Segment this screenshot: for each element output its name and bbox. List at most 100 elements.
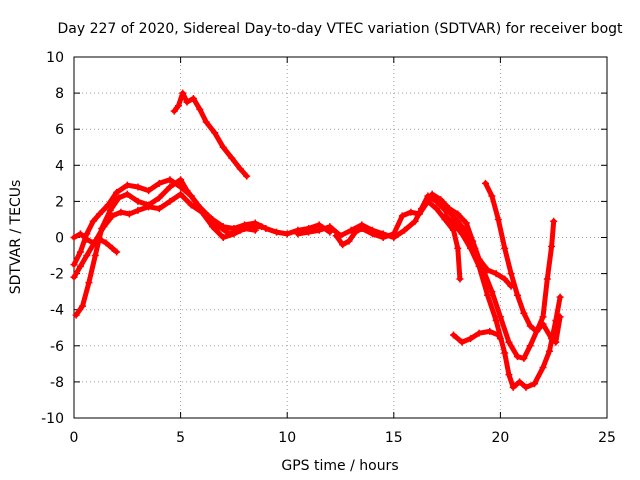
data-point-track-10-15 bbox=[552, 317, 560, 325]
data-point-track-7-0 bbox=[332, 232, 340, 240]
data-point-track-4-0 bbox=[70, 234, 78, 241]
series-track-5 bbox=[170, 89, 251, 180]
data-point-track-1-7 bbox=[123, 181, 131, 189]
data-point-track-1-3 bbox=[89, 217, 97, 225]
data-point-track-1-5 bbox=[104, 201, 112, 209]
data-point-track-7-11 bbox=[424, 197, 432, 205]
data-point-track-10-11 bbox=[522, 383, 530, 391]
data-point-track-12-11 bbox=[548, 243, 556, 251]
data-point-track-12-6 bbox=[520, 309, 528, 317]
series-line-track-4 bbox=[71, 231, 120, 255]
data-point-track-9-3 bbox=[462, 228, 470, 236]
data-point-track-5-9 bbox=[228, 154, 236, 162]
data-point-track-10-0 bbox=[441, 212, 449, 220]
data-point-track-5-2 bbox=[179, 89, 187, 97]
data-point-track-3-19 bbox=[251, 226, 259, 234]
data-point-track-4-3 bbox=[89, 239, 97, 247]
data-point-track-3-14 bbox=[198, 208, 206, 216]
data-point-track-10-7 bbox=[501, 349, 509, 357]
data-point-track-7-15 bbox=[454, 244, 462, 252]
y-tick-label-1: -8 bbox=[50, 375, 64, 391]
axis-ticks: 0 5 10 15 20 25 -10 -8 -6 -4 -2 0 2 4 6 8 10 bbox=[41, 50, 616, 446]
data-point-track-10-5 bbox=[484, 291, 492, 299]
data-point-track-9-10 bbox=[520, 354, 528, 362]
data-point-track-9-0 bbox=[437, 201, 445, 209]
data-point-track-11-2 bbox=[467, 335, 475, 343]
data-point-track-3-4 bbox=[100, 223, 108, 231]
x-tick-label-5: 25 bbox=[598, 430, 616, 446]
data-point-track-6-5 bbox=[347, 226, 355, 234]
data-point-track-12-1 bbox=[488, 192, 496, 200]
y-tick-label-0: -10 bbox=[41, 411, 64, 427]
data-point-track-12-5 bbox=[513, 291, 521, 299]
data-point-track-3-12 bbox=[177, 190, 185, 198]
data-point-track-4-6 bbox=[108, 244, 116, 252]
data-point-track-10-12 bbox=[531, 380, 539, 388]
data-point-track-10-6 bbox=[492, 317, 500, 325]
y-tick-label-9: 8 bbox=[55, 86, 64, 102]
y-tick-label-7: 4 bbox=[55, 158, 64, 174]
data-point-track-2-11 bbox=[166, 183, 174, 191]
data-point-track-3-13 bbox=[187, 201, 195, 209]
y-tick-label-6: 2 bbox=[55, 194, 64, 210]
data-point-track-5-7 bbox=[211, 129, 219, 137]
data-point-track-3-8 bbox=[134, 206, 142, 214]
data-point-track-7-2 bbox=[345, 237, 353, 245]
data-point-track-2-3 bbox=[91, 252, 99, 260]
data-point-track-3-10 bbox=[155, 205, 163, 213]
data-point-track-4-1 bbox=[76, 230, 84, 238]
y-tick-label-5: 0 bbox=[55, 231, 64, 247]
data-point-track-1-11 bbox=[166, 176, 174, 184]
data-point-track-2-13 bbox=[183, 187, 191, 195]
data-point-track-11-6 bbox=[496, 335, 504, 343]
data-point-track-12-4 bbox=[507, 270, 515, 278]
data-point-track-2-6 bbox=[115, 194, 123, 202]
data-point-track-7-4 bbox=[358, 224, 366, 232]
data-point-track-8-3 bbox=[454, 210, 462, 218]
data-point-track-3-5 bbox=[108, 212, 116, 220]
data-point-track-3-18 bbox=[241, 224, 249, 232]
data-point-track-2-5 bbox=[106, 206, 114, 214]
data-point-track-2-7 bbox=[123, 190, 131, 198]
data-point-track-5-5 bbox=[196, 105, 204, 113]
data-point-track-10-10 bbox=[516, 378, 524, 386]
data-point-track-6-11 bbox=[411, 217, 419, 225]
data-point-track-4-2 bbox=[83, 235, 91, 243]
x-tick-label-1: 5 bbox=[176, 430, 185, 446]
data-point-track-7-9 bbox=[407, 208, 415, 216]
data-point-track-2-8 bbox=[134, 197, 142, 205]
data-point-track-2-1 bbox=[79, 302, 87, 310]
data-point-track-1-21 bbox=[273, 228, 281, 236]
y-tick-label-8: 6 bbox=[55, 122, 64, 138]
data-point-track-1-4 bbox=[96, 210, 104, 218]
data-point-track-11-3 bbox=[475, 329, 483, 337]
data-point-track-1-1 bbox=[76, 248, 84, 256]
data-point-track-2-12 bbox=[177, 176, 185, 184]
data-point-track-1-10 bbox=[155, 179, 163, 187]
data-point-track-3-6 bbox=[117, 208, 125, 216]
data-point-track-1-8 bbox=[134, 183, 142, 191]
data-point-track-8-9 bbox=[501, 275, 509, 283]
data-point-track-11-1 bbox=[458, 338, 466, 346]
data-point-track-8-0 bbox=[428, 190, 436, 198]
x-tick-label-4: 20 bbox=[491, 430, 509, 446]
data-point-track-7-6 bbox=[379, 234, 387, 241]
data-point-track-5-3 bbox=[183, 98, 191, 106]
data-point-track-5-1 bbox=[174, 102, 182, 110]
data-point-track-1-9 bbox=[145, 187, 153, 195]
y-tick-label-2: -6 bbox=[50, 339, 64, 355]
data-point-track-11-5 bbox=[494, 331, 502, 339]
data-point-track-3-16 bbox=[219, 234, 227, 241]
data-point-track-9-1 bbox=[445, 208, 453, 216]
data-point-track-6-10 bbox=[400, 226, 408, 234]
data-point-track-10-4 bbox=[475, 262, 483, 270]
data-point-track-7-16 bbox=[456, 275, 464, 283]
data-point-track-12-2 bbox=[494, 215, 502, 223]
data-point-track-6-2 bbox=[315, 226, 323, 234]
data-point-track-10-3 bbox=[467, 244, 475, 252]
data-point-track-5-8 bbox=[219, 143, 227, 151]
data-point-track-8-4 bbox=[462, 219, 470, 227]
y-tick-label-3: -4 bbox=[50, 303, 64, 319]
data-point-track-12-7 bbox=[526, 322, 534, 330]
data-point-track-1-20 bbox=[262, 224, 270, 232]
